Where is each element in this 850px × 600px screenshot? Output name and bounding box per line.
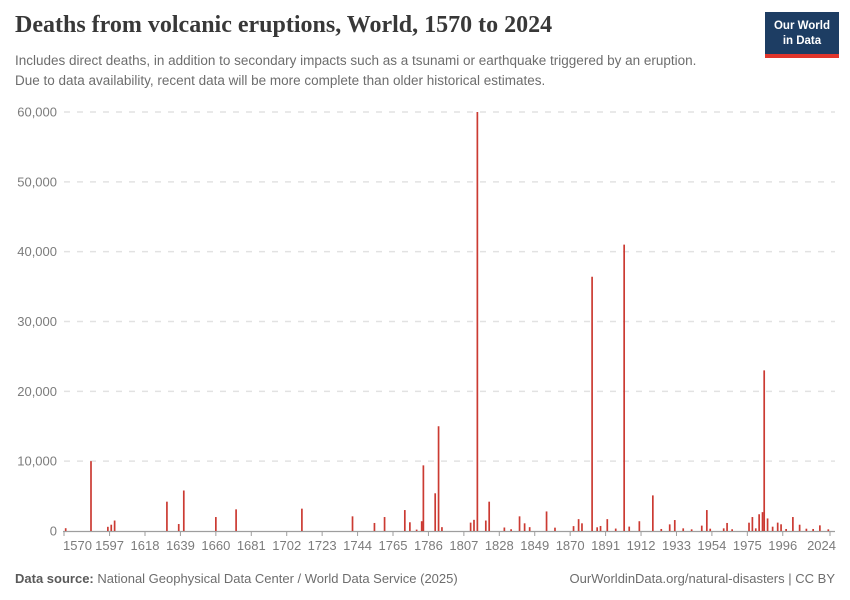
chart-subtitle: Includes direct deaths, in addition to s… (15, 53, 697, 88)
owid-logo-line2: in Data (782, 34, 822, 47)
owid-logo[interactable]: Our World in Data (764, 12, 839, 58)
page-title: Deaths from volcanic eruptions, World, 1… (15, 12, 553, 38)
x-axis-label: 1933 (662, 538, 691, 553)
x-axis-label: 1597 (95, 538, 124, 553)
x-axis-label: 1786 (414, 538, 443, 553)
y-axis-label: 30,000 (17, 314, 57, 329)
y-axis-label: 0 (50, 524, 57, 539)
x-axis-label: 1891 (591, 538, 620, 553)
y-axis-label: 10,000 (17, 454, 57, 469)
x-axis-label: 1570 (63, 538, 92, 553)
y-axis-label: 50,000 (17, 174, 57, 189)
x-axis-label: 1975 (733, 538, 762, 553)
x-axis-label: 2024 (807, 538, 836, 553)
owid-logo-line1: Our World (773, 20, 830, 32)
x-axis-label: 1723 (308, 538, 337, 553)
data-source: Data source: National Geophysical Data C… (15, 571, 458, 586)
footer-attribution: OurWorldinData.org/natural-disasters | C… (570, 571, 835, 586)
footer-separator: | (788, 571, 792, 586)
x-axis-label: 1828 (485, 538, 514, 553)
chart-footer: Data source: National Geophysical Data C… (15, 571, 835, 586)
y-axis-label: 40,000 (17, 244, 57, 259)
x-axis-label: 1618 (131, 538, 160, 553)
x-axis-label: 1870 (556, 538, 585, 553)
license-badge: CC BY (795, 571, 835, 586)
x-axis-label: 1744 (343, 538, 372, 553)
y-axis-label: 20,000 (17, 384, 57, 399)
x-axis-label: 1996 (768, 538, 797, 553)
x-axis-label: 1681 (237, 538, 266, 553)
x-axis-label: 1639 (166, 538, 195, 553)
data-source-label: Data source: (15, 571, 94, 586)
x-axis-label: 1954 (697, 538, 726, 553)
x-axis-label: 1702 (272, 538, 301, 553)
y-axis-label: 60,000 (17, 105, 57, 120)
x-axis-label: 1912 (627, 538, 656, 553)
x-axis-label: 1807 (449, 538, 478, 553)
x-axis-label: 1849 (520, 538, 549, 553)
x-axis-label: 1765 (379, 538, 408, 553)
data-source-text: National Geophysical Data Center / World… (97, 571, 458, 586)
owid-link[interactable]: OurWorldinData.org/natural-disasters (569, 571, 785, 586)
x-axis-label: 1660 (201, 538, 230, 553)
